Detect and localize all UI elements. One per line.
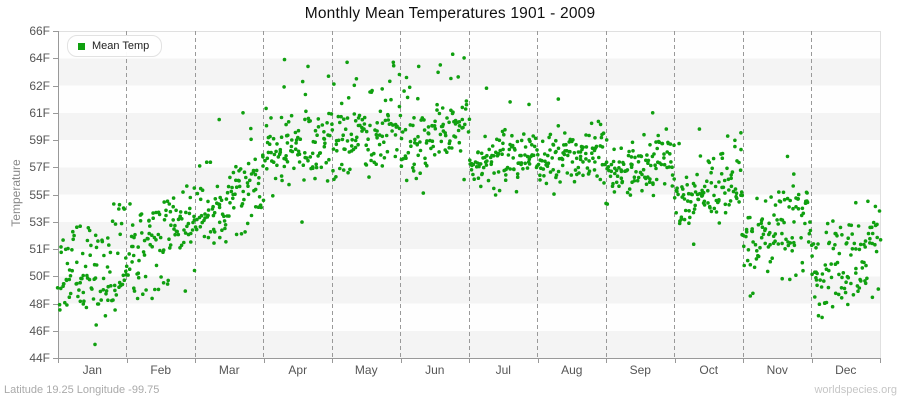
x-tick-label: Apr: [288, 363, 308, 377]
footer-source: worldspecies.org: [814, 384, 897, 396]
legend: Mean Temp: [67, 35, 163, 57]
scatter-points: [55, 52, 883, 347]
x-tick-label: Dec: [835, 363, 857, 377]
chart-title: Monthly Mean Temperatures 1901 - 2009: [304, 5, 596, 22]
y-tick-label: 62F: [29, 78, 50, 93]
x-tick-label: Aug: [561, 363, 583, 377]
x-tick-label: May: [354, 363, 378, 377]
y-tick-label: 53F: [29, 214, 50, 229]
x-tick-label: Mar: [218, 363, 240, 377]
x-tick-label: Feb: [150, 363, 172, 377]
y-tick-label: 64F: [29, 51, 50, 66]
y-tick-label: 59F: [29, 133, 50, 147]
legend-label: Mean Temp: [92, 40, 150, 52]
y-tick-label: 57F: [29, 160, 50, 175]
footer-coordinates: Latitude 19.25 Longitude -99.75: [4, 384, 160, 396]
y-tick-label: 44F: [29, 351, 50, 365]
y-tick-label: 61F: [29, 105, 50, 120]
y-tick-label: 55F: [29, 187, 50, 202]
x-tick-label: Jun: [425, 363, 445, 377]
x-tick-label: Jan: [82, 363, 102, 377]
y-tick-label: 66F: [29, 24, 50, 38]
y-tick-label: 48F: [29, 296, 50, 311]
x-tick-label: Oct: [699, 363, 719, 377]
x-tick-label: Sep: [629, 363, 651, 377]
y-tick-label: 46F: [29, 323, 50, 338]
legend-marker-icon: [78, 42, 85, 50]
x-tick-label: Jul: [495, 363, 511, 377]
y-tick-label: 50F: [29, 269, 50, 284]
y-tick-label: 51F: [29, 242, 50, 256]
x-tick-label: Nov: [766, 363, 788, 377]
